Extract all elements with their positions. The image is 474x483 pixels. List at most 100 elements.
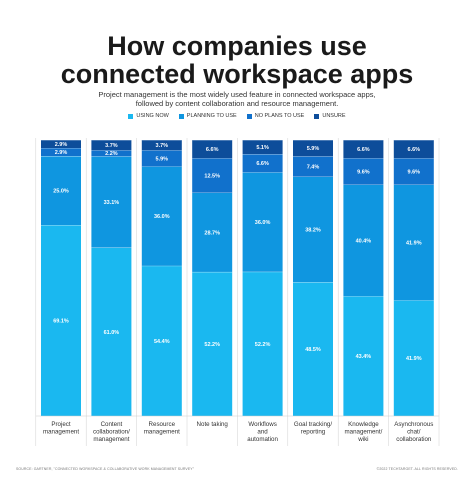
chart-title-line-1: How companies use	[107, 31, 367, 61]
x-tick-label: and	[257, 429, 268, 436]
x-tick-label: Knowledge	[348, 421, 379, 428]
data-label: 43.4%	[356, 354, 372, 360]
x-tick-label: management/	[344, 429, 382, 436]
bar-segment	[242, 154, 283, 173]
bar-segment	[41, 156, 81, 226]
data-label: 12.5%	[204, 173, 220, 179]
bar-segment	[293, 140, 333, 157]
data-label: 36.0%	[255, 220, 271, 226]
bar-segment	[293, 282, 333, 416]
x-tick-label: Note taking	[197, 421, 229, 428]
data-label: 36.0%	[154, 214, 170, 220]
data-label: 5.9%	[307, 146, 320, 152]
data-label: 6.6%	[357, 147, 370, 153]
data-label: 9.6%	[357, 169, 370, 175]
bar-segment	[293, 176, 333, 283]
x-tick-label: management	[43, 429, 79, 436]
data-label: 41.9%	[406, 241, 422, 247]
data-label: 2.9%	[55, 150, 68, 156]
x-tick-label: Goal tracking/	[294, 421, 332, 428]
x-tick-label: Project	[51, 421, 71, 428]
legend-label-unsure: UNSURE	[322, 113, 346, 119]
legend-item-planning-to-use: PLANNING TO USE	[178, 113, 237, 119]
data-label: 52.2%	[255, 342, 271, 348]
x-tick-label: wiki	[357, 436, 368, 443]
bar-segment	[343, 296, 384, 416]
bar-segment	[91, 247, 132, 416]
bar-segment	[141, 150, 182, 167]
legend-label-planning-to-use: PLANNING TO USE	[186, 113, 237, 119]
x-tick-label: Workflows	[248, 421, 276, 428]
data-label: 69.1%	[53, 319, 69, 325]
data-label: 6.6%	[206, 147, 219, 153]
legend-label-no-plans: NO PLANS TO USE	[254, 113, 305, 119]
data-label: 6.6%	[408, 147, 421, 153]
bar-segment	[242, 172, 283, 272]
x-tick-label: chat/	[407, 429, 421, 436]
bar-segment	[91, 140, 132, 151]
chart-subtitle-line-2: followed by content collaboration and re…	[135, 99, 339, 108]
bar-segment	[393, 158, 434, 185]
bar-segment	[41, 148, 81, 157]
chart-legend: USING NOW PLANNING TO USE NO PLANS TO US…	[0, 113, 474, 119]
bar-segment	[293, 156, 333, 177]
data-label: 3.7%	[105, 143, 118, 149]
x-tick-label: collaboration/	[93, 429, 130, 436]
legend-item-using-now: USING NOW	[128, 113, 169, 119]
data-label: 28.7%	[204, 230, 220, 236]
bar-segment	[192, 140, 233, 159]
bar-segment	[393, 300, 434, 416]
legend-swatch-unsure	[314, 113, 320, 119]
bar-segment	[91, 156, 132, 248]
legend-swatch-using-now	[128, 113, 134, 119]
bar-segment	[242, 140, 283, 155]
data-label: 5.9%	[156, 156, 169, 162]
bar-segment	[343, 140, 384, 159]
bar-segment	[141, 166, 182, 266]
data-label: 33.1%	[104, 200, 120, 206]
bar-segment	[192, 192, 233, 272]
data-label: 7.4%	[307, 164, 320, 170]
data-label: 38.2%	[305, 227, 321, 233]
x-tick-label: automation	[247, 436, 278, 443]
legend-label-using-now: USING NOW	[136, 113, 169, 119]
legend-swatch-no-plans	[246, 113, 252, 119]
bar-segment	[393, 184, 434, 301]
bar-segment	[343, 184, 384, 297]
data-label: 25.0%	[53, 189, 69, 195]
bar-segment	[393, 140, 434, 159]
data-label: 9.6%	[408, 169, 421, 175]
chart-subtitle-line-1: Project management is the most widely us…	[98, 90, 376, 99]
copyright-note: ©2022 TECHTARGET. ALL RIGHTS RESERVED.	[376, 467, 458, 471]
x-tick-label: collaboration	[396, 436, 432, 443]
x-tick-label: management	[93, 436, 129, 443]
data-label: 48.5%	[305, 347, 321, 353]
x-tick-label: management	[144, 429, 180, 436]
data-label: 6.6%	[256, 161, 269, 167]
bar-segment	[41, 225, 81, 416]
bar-segment	[343, 158, 384, 185]
x-tick-label: Asynchronous	[394, 421, 433, 428]
x-tick-label: Content	[101, 421, 123, 428]
data-label: 5.1%	[256, 145, 269, 151]
legend-item-unsure: UNSURE	[314, 113, 346, 119]
bar-segment	[192, 271, 233, 416]
chart-title-line-2: connected workspace apps	[60, 59, 414, 89]
data-label: 61.0%	[104, 330, 120, 336]
bar-segment	[242, 271, 283, 416]
x-tick-label: reporting	[301, 429, 326, 436]
bar-segment	[41, 140, 81, 149]
bar-segment	[91, 150, 132, 157]
bar-segment	[141, 140, 182, 151]
bar-segment	[192, 158, 233, 193]
bar-segment	[141, 265, 182, 416]
legend-item-no-plans: NO PLANS TO USE	[246, 113, 305, 119]
data-label: 2.2%	[105, 151, 118, 157]
data-label: 54.4%	[154, 339, 170, 345]
x-tick-label: Resource	[149, 421, 176, 428]
legend-swatch-planning-to-use	[178, 113, 184, 119]
data-label: 3.7%	[156, 143, 169, 149]
data-label: 2.9%	[55, 142, 68, 148]
data-label: 40.4%	[356, 238, 372, 244]
